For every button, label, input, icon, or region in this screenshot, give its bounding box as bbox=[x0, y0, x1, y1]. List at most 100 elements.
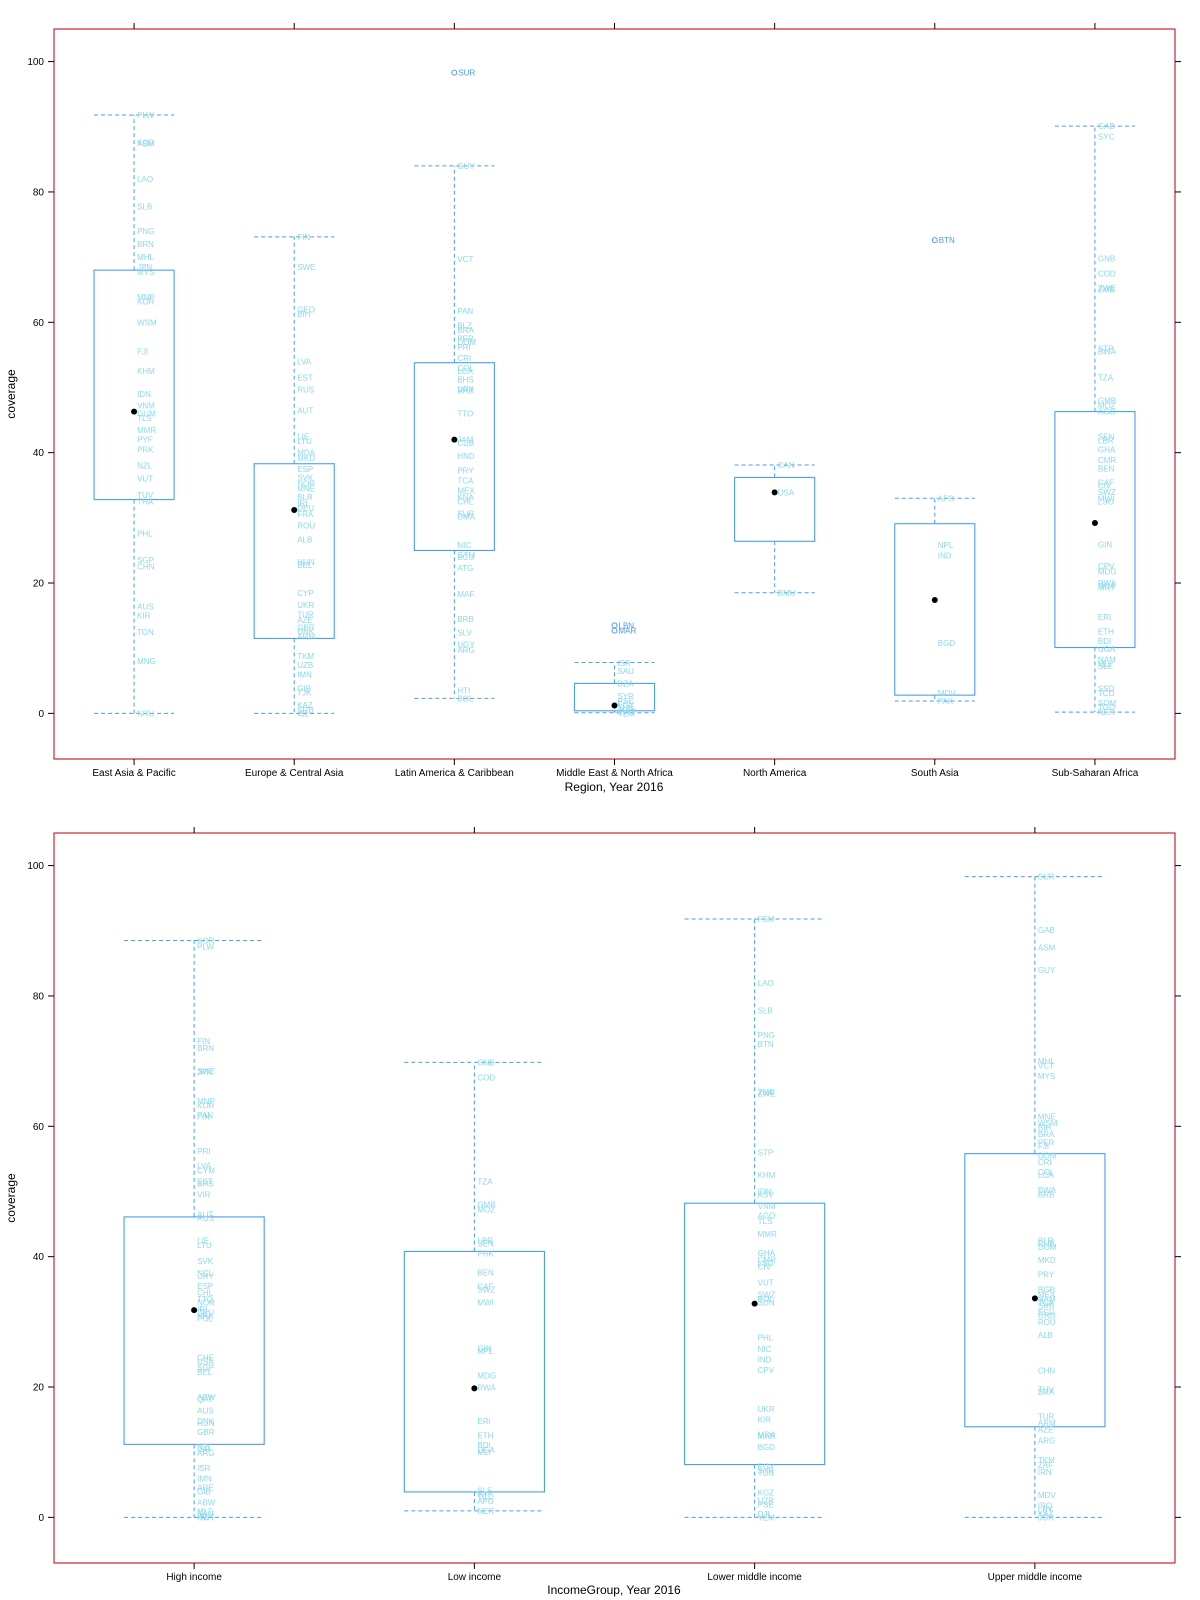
point-label: SAU bbox=[618, 667, 635, 676]
median-dot bbox=[471, 1385, 478, 1392]
point-label: MWI bbox=[477, 1298, 493, 1307]
point-label: ISR bbox=[618, 659, 632, 668]
point-label: SLE bbox=[1098, 662, 1113, 671]
point-label: LSO bbox=[1098, 498, 1114, 507]
point-label: BGR bbox=[1038, 1285, 1056, 1294]
point-label: JPN bbox=[137, 263, 152, 272]
point-label: LBY bbox=[1038, 1506, 1054, 1515]
point-label: MDG bbox=[1098, 567, 1117, 576]
point-label: GMB bbox=[477, 1201, 495, 1210]
point-label: BEN bbox=[477, 1268, 494, 1277]
point-label: DNK bbox=[197, 1417, 215, 1426]
point-label: AZE bbox=[297, 616, 313, 625]
point-label: KHM bbox=[137, 367, 155, 376]
point-label: BOL bbox=[457, 694, 474, 703]
point-label: SWE bbox=[197, 1067, 215, 1076]
point-label: BIH bbox=[297, 310, 311, 319]
point-label: COD bbox=[477, 1073, 495, 1082]
point-label: USA bbox=[778, 488, 795, 497]
point-label: TGO bbox=[1098, 703, 1115, 712]
point-label: CIV bbox=[758, 1262, 772, 1271]
point-label: FJI bbox=[1038, 1142, 1049, 1151]
point-label: BRB bbox=[457, 387, 473, 396]
point-label: MKD bbox=[1038, 1256, 1056, 1265]
point-label: PRK bbox=[137, 445, 154, 454]
point-label: KWT bbox=[197, 1513, 215, 1522]
point-label: TZA bbox=[477, 1178, 493, 1187]
point-label: USA bbox=[197, 1358, 214, 1367]
point-label: SVK bbox=[197, 1257, 214, 1266]
point-label: RUS bbox=[297, 385, 314, 394]
box-iqr bbox=[573, 682, 656, 712]
point-label: SSD bbox=[1098, 685, 1115, 694]
point-label: LCA bbox=[457, 367, 473, 376]
point-label: BTN bbox=[758, 1040, 774, 1049]
point-label: JPN bbox=[197, 1068, 212, 1077]
point-label: JOR bbox=[1038, 1513, 1054, 1522]
point-label: GIN bbox=[1098, 541, 1112, 550]
point-label: PLW bbox=[137, 111, 154, 120]
income-y-axis-title: coverage bbox=[4, 1173, 18, 1223]
point-label: MEX bbox=[457, 486, 475, 495]
point-label: EST bbox=[297, 374, 313, 383]
point-label: ARG bbox=[1038, 1436, 1055, 1445]
point-label: ZMB bbox=[758, 1088, 775, 1097]
point-label: LIE bbox=[297, 432, 309, 441]
point-label: LIE bbox=[197, 1236, 209, 1245]
point-label: LSO bbox=[758, 1259, 774, 1268]
point-label: IDN bbox=[758, 1187, 772, 1196]
point-label: BWA bbox=[1098, 348, 1117, 357]
point-label: GAB bbox=[1098, 122, 1115, 131]
x-tick-label: Middle East & North Africa bbox=[556, 768, 673, 779]
point-label: MAR bbox=[758, 1432, 776, 1441]
median-dot bbox=[1091, 520, 1098, 527]
point-label: AUS bbox=[137, 602, 153, 611]
point-label: SWZ bbox=[1098, 488, 1116, 497]
point-label: AZE bbox=[1038, 1425, 1054, 1434]
point-label: FSM bbox=[758, 915, 775, 924]
point-label: MNG bbox=[137, 657, 156, 666]
point-label: KNA bbox=[457, 493, 474, 502]
point-label: SOM bbox=[1098, 699, 1117, 708]
point-label: JOR bbox=[618, 706, 634, 715]
point-label: MLI bbox=[1098, 660, 1111, 669]
point-label: DOM bbox=[1038, 1243, 1057, 1252]
point-label: AUT bbox=[297, 406, 313, 415]
point-label: MWI bbox=[1098, 494, 1114, 503]
point-label: DNK bbox=[297, 627, 315, 636]
box-group: SURGABASMGUYMHLVCTMYSMNEWSMBIHBRAPERFJID… bbox=[964, 873, 1106, 1522]
point-label: AUT bbox=[197, 1210, 213, 1219]
point-label: STP bbox=[1098, 344, 1114, 353]
point-label: GNB bbox=[477, 1058, 494, 1067]
point-label: KAZ bbox=[297, 701, 313, 710]
point-label: NRU bbox=[137, 709, 155, 718]
point-label: ARG bbox=[197, 1449, 214, 1458]
point-label: MOZ bbox=[1098, 402, 1116, 411]
point-label: ASM bbox=[137, 140, 155, 149]
median-dot bbox=[131, 408, 138, 415]
point-label: GIB bbox=[197, 1487, 211, 1496]
point-label: LTU bbox=[197, 1241, 212, 1250]
point-label: AGO bbox=[758, 1212, 776, 1221]
income-x-axis-title: IncomeGroup, Year 2016 bbox=[547, 1583, 681, 1597]
point-label: URY bbox=[197, 1272, 214, 1281]
point-label: SEN bbox=[1098, 432, 1115, 441]
point-label: GHA bbox=[758, 1249, 776, 1258]
point-label: CAF bbox=[1098, 479, 1114, 488]
x-tick-label: North America bbox=[743, 768, 807, 779]
point-label: SUR bbox=[457, 509, 474, 518]
income-y-axis: 0 20 40 60 80 100 bbox=[27, 861, 1181, 1524]
point-label: LAO bbox=[137, 175, 153, 184]
point-label: KWT bbox=[618, 708, 636, 717]
point-label: PSE bbox=[618, 697, 634, 706]
point-label: CHN bbox=[137, 563, 155, 572]
point-label: IRL bbox=[297, 500, 310, 509]
point-label: GIN bbox=[477, 1345, 491, 1354]
point-label: ABW bbox=[197, 1393, 216, 1402]
point-label: MLI bbox=[477, 1448, 490, 1457]
box-group: PLWASMKORLAOSLBPNGBRNMHLJPNMYSMNPKORWSMF… bbox=[93, 111, 175, 718]
point-label: PAN bbox=[197, 1111, 213, 1120]
point-label: RWA bbox=[1098, 579, 1117, 588]
point-label: BHS bbox=[457, 376, 473, 385]
point-label: VNM bbox=[137, 402, 155, 411]
